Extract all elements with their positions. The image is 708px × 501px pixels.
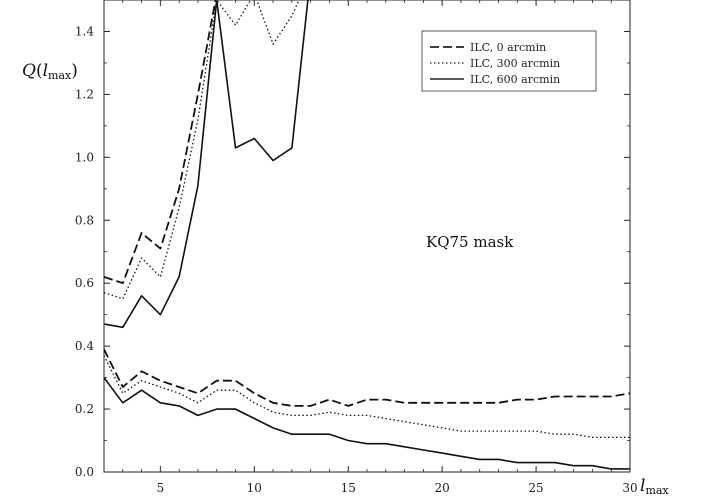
series-layer <box>104 0 630 470</box>
annotation-mask: KQ75 mask <box>426 233 514 251</box>
y-tick-label: 0.4 <box>75 339 94 353</box>
x-tick-label: 15 <box>341 481 356 495</box>
series-line-upper-dashed <box>104 0 217 285</box>
y-tick-label: 1.0 <box>75 150 94 164</box>
x-tick-label: 30 <box>622 481 637 495</box>
x-tick-label: 5 <box>157 481 165 495</box>
series-line-lower-dotted <box>104 355 630 439</box>
y-tick-label: 0.0 <box>75 465 94 479</box>
series-line-upper-solid <box>104 0 309 329</box>
legend-box <box>421 30 597 92</box>
legend-label-600arcmin: ILC, 600 arcmin <box>470 73 560 86</box>
y-tick-label: 1.4 <box>75 24 94 38</box>
y-axis-label: Q(lmax) <box>22 61 78 82</box>
series-line-upper-dotted <box>104 0 300 300</box>
legend: ILC, 0 arcmin ILC, 300 arcmin ILC, 600 a… <box>421 30 597 92</box>
legend-label-300arcmin: ILC, 300 arcmin <box>470 57 560 70</box>
y-tick-label: 0.8 <box>75 213 94 227</box>
x-tick-label: 25 <box>528 481 543 495</box>
y-tick-label: 0.2 <box>75 402 94 416</box>
y-axis-label-q: Q <box>22 61 36 81</box>
x-tick-label: 10 <box>247 481 262 495</box>
y-tick-label: 1.2 <box>75 87 94 101</box>
x-axis-label: lmax <box>640 476 669 497</box>
series-line-lower-solid <box>104 377 630 470</box>
series-line-lower-dashed <box>104 348 630 407</box>
legend-label-0arcmin: ILC, 0 arcmin <box>470 41 546 54</box>
ticks: 0.0 0.2 0.4 0.6 0.8 1.0 1.2 1.4 5 10 15 20 25 30 <box>75 0 638 495</box>
y-tick-label: 0.6 <box>75 276 94 290</box>
x-tick-label: 20 <box>435 481 450 495</box>
